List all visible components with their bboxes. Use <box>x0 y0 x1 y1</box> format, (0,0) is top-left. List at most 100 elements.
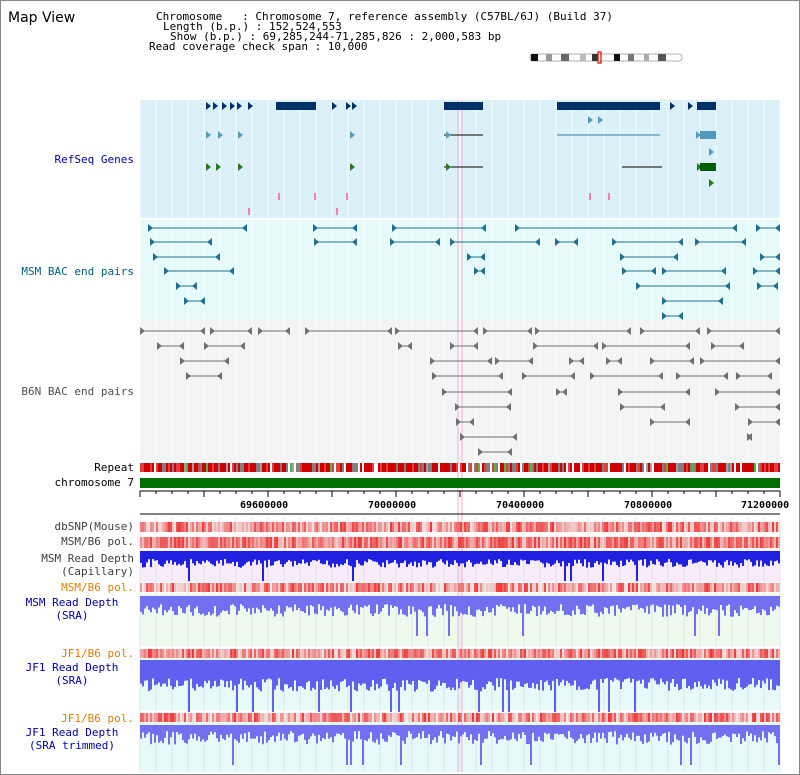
polymorphism-cell <box>266 713 268 722</box>
polymorphism-cell <box>246 522 248 532</box>
polymorphism-cell <box>594 522 596 532</box>
read-depth-bar <box>442 596 444 616</box>
repeat-segment <box>580 463 582 472</box>
polymorphism-cell <box>504 583 506 592</box>
polymorphism-cell <box>170 713 172 722</box>
polymorphism-cell <box>400 713 402 722</box>
read-depth-bar <box>176 660 178 681</box>
chromosome-label: chromosome 7 <box>54 476 134 489</box>
read-depth-bar <box>210 660 212 689</box>
polymorphism-cell <box>424 583 426 592</box>
polymorphism-cell <box>618 583 620 592</box>
polymorphism-cell <box>496 537 498 548</box>
repeat-segment <box>590 463 592 472</box>
read-depth-bar <box>230 660 232 681</box>
repeat-segment <box>548 463 550 472</box>
read-depth-bar <box>744 596 746 609</box>
read-depth-bar <box>638 551 640 561</box>
bac-pair-end <box>626 327 631 335</box>
read-depth-bar <box>578 551 580 560</box>
polymorphism-cell <box>548 522 550 532</box>
polymorphism-cell <box>314 583 316 592</box>
polymorphism-cell <box>140 522 142 532</box>
read-depth-bar <box>556 551 558 561</box>
read-depth-bar <box>576 596 578 606</box>
polymorphism-cell <box>728 583 730 592</box>
bac-pair-end <box>617 357 622 365</box>
read-depth-bar <box>246 660 248 686</box>
polymorphism-cell <box>332 713 334 722</box>
read-depth-bar <box>622 551 624 567</box>
read-depth-bar <box>580 551 582 564</box>
polymorphism-cell <box>754 583 756 592</box>
read-depth-bar <box>420 551 422 567</box>
bac-pair-end <box>215 253 220 261</box>
read-depth-bar <box>346 725 348 765</box>
repeat-segment <box>664 463 666 472</box>
polymorphism-cell <box>574 649 576 658</box>
read-depth-bar <box>178 660 180 686</box>
read-depth-bar <box>650 660 652 679</box>
polymorphism-cell <box>466 522 468 532</box>
polymorphism-cell <box>590 583 592 592</box>
repeat-segment <box>530 463 532 472</box>
polymorphism-cell <box>386 649 388 658</box>
polymorphism-cell <box>498 713 500 722</box>
polymorphism-cell <box>658 537 660 548</box>
polymorphism-cell <box>594 583 596 592</box>
repeat-segment <box>686 463 688 472</box>
polymorphism-cell <box>708 522 710 532</box>
read-depth-bar <box>588 551 590 563</box>
read-depth-bar <box>216 596 218 617</box>
polymorphism-cell <box>170 649 172 658</box>
polymorphism-cell <box>418 583 420 592</box>
read-depth-bar <box>684 551 686 567</box>
polymorphism-cell <box>158 537 160 548</box>
polymorphism-cell <box>592 537 594 548</box>
polymorphism-cell <box>204 649 206 658</box>
read-depth-bar <box>306 725 308 745</box>
repeat-segment <box>164 463 166 472</box>
read-depth-bar <box>696 660 698 687</box>
gene-arrow <box>237 102 242 110</box>
polymorphism-cell <box>514 537 516 548</box>
polymorphism-cell <box>254 583 256 592</box>
read-depth-bar <box>318 660 320 712</box>
polymorphism-cell <box>402 713 404 722</box>
polymorphism-cell <box>666 537 668 548</box>
polymorphism-cell <box>510 537 512 548</box>
polymorphism-cell <box>450 649 452 658</box>
polymorphism-cell <box>200 583 202 592</box>
polymorphism-cell <box>240 522 242 532</box>
polymorphism-cell <box>244 522 246 532</box>
polymorphism-cell <box>534 537 536 548</box>
polymorphism-cell <box>458 522 460 532</box>
gene-marker <box>336 208 338 215</box>
read-depth-bar <box>506 725 508 741</box>
polymorphism-cell <box>174 522 176 532</box>
read-depth-bar <box>742 725 744 739</box>
read-depth-bar <box>260 551 262 564</box>
polymorphism-cell <box>700 537 702 548</box>
repeat-segment <box>460 463 462 472</box>
repeat-segment <box>170 463 172 472</box>
read-depth-bar <box>518 596 520 605</box>
polymorphism-cell <box>410 522 412 532</box>
repeat-segment <box>210 463 212 472</box>
read-depth-bar <box>708 725 710 744</box>
read-depth-bar <box>516 725 518 742</box>
polymorphism-cell <box>404 537 406 548</box>
read-depth-bar <box>502 660 504 712</box>
read-depth-bar <box>642 551 644 566</box>
repeat-segment <box>242 463 244 472</box>
polymorphism-cell <box>766 649 768 658</box>
bac-pair-end <box>495 357 500 365</box>
polymorphism-cell <box>290 583 292 592</box>
read-depth-bar <box>204 551 206 563</box>
polymorphism-cell <box>170 583 172 592</box>
polymorphism-cell <box>568 537 570 548</box>
polymorphism-cell <box>334 583 336 592</box>
polymorphism-cell <box>518 713 520 722</box>
chromosome-ideogram[interactable] <box>528 51 684 65</box>
